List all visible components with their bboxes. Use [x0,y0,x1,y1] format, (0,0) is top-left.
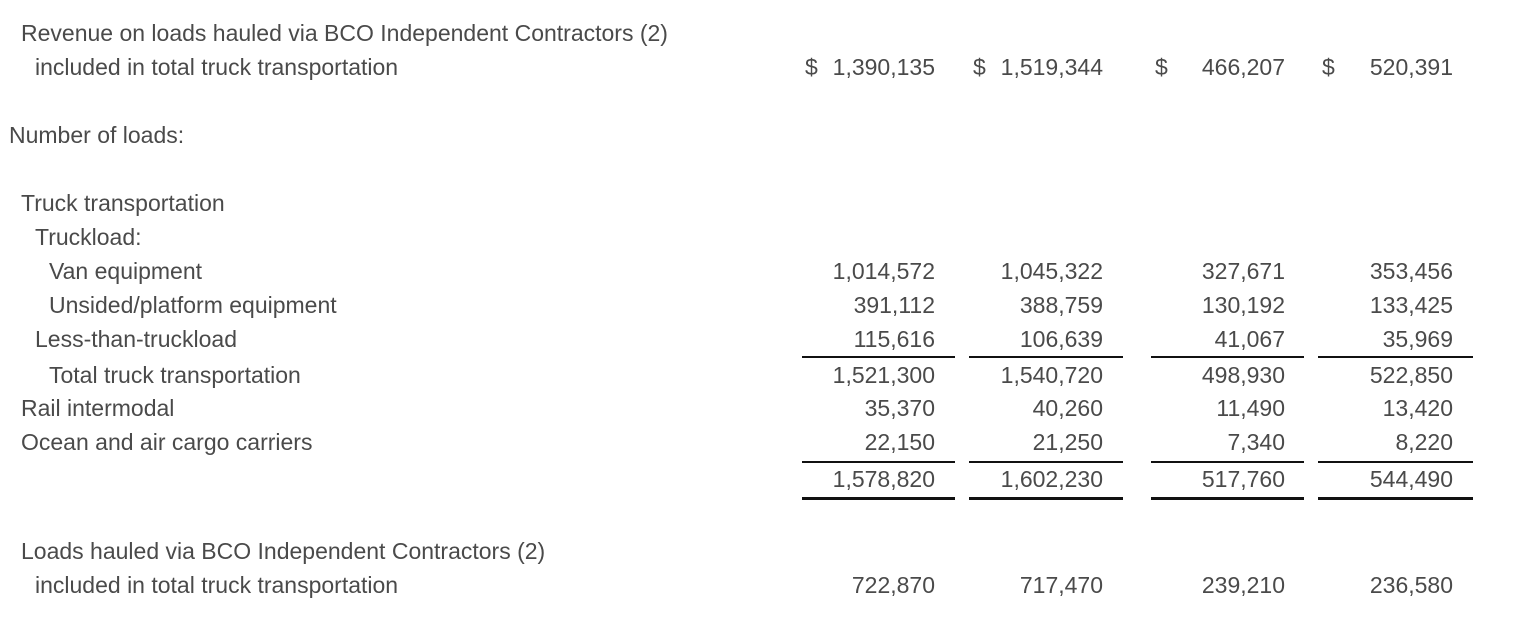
grand-total-underline [1318,497,1473,500]
truckload-label: Truckload: [35,224,142,250]
total-rule [1318,461,1473,463]
subtotal-rule [802,356,955,358]
ocean-air-cargo-label: Ocean and air cargo carriers [21,429,313,455]
grand-total-value-col1: 1,578,820 [832,466,935,492]
loads-bco-label-line1: Loads hauled via BCO Independent Contrac… [21,538,546,564]
van-equipment-value-col4: 353,456 [1369,258,1453,284]
total-truck-transportation-label: Total truck transportation [49,362,301,388]
less-than-truckload-value-col1: 115,616 [853,326,935,352]
subtotal-rule [1151,356,1304,358]
subtotal-rule [969,356,1123,358]
revenue-bco-value-col2: 1,519,344 [1000,54,1103,80]
revenue-bco-label-line1: Revenue on loads hauled via BCO Independ… [21,20,668,46]
unsided-platform-value-col3: 130,192 [1201,292,1285,318]
ocean-air-cargo-value-col4: 8,220 [1395,429,1453,455]
total-truck-value-col1: 1,521,300 [832,362,935,388]
currency-symbol: $ [805,54,818,80]
currency-symbol: $ [1155,54,1168,80]
number-of-loads-heading: Number of loads: [9,122,185,148]
rail-intermodal-value-col3: 11,490 [1216,395,1285,421]
total-rule [969,461,1123,463]
rail-intermodal-value-col2: 40,260 [1032,395,1103,421]
rail-intermodal-label: Rail intermodal [21,395,175,421]
unsided-platform-value-col4: 133,425 [1369,292,1453,318]
unsided-platform-value-col1: 391,112 [853,292,935,318]
loads-bco-value-col3: 239,210 [1201,572,1285,598]
less-than-truckload-label: Less-than-truckload [35,326,237,352]
currency-symbol: $ [1322,54,1335,80]
less-than-truckload-value-col3: 41,067 [1214,326,1285,352]
revenue-bco-label-line2: included in total truck transportation [35,54,399,80]
revenue-bco-value-col3: 466,207 [1201,54,1285,80]
loads-bco-label-line2: included in total truck transportation [35,572,399,598]
unsided-platform-value-col2: 388,759 [1019,292,1103,318]
total-truck-value-col4: 522,850 [1369,362,1453,388]
van-equipment-value-col1: 1,014,572 [832,258,935,284]
less-than-truckload-value-col4: 35,969 [1382,326,1453,352]
total-rule [1151,461,1304,463]
revenue-bco-value-col4: 520,391 [1369,54,1453,80]
less-than-truckload-value-col2: 106,639 [1019,326,1103,352]
grand-total-underline [1151,497,1304,500]
van-equipment-label: Van equipment [49,258,203,284]
truck-transportation-label: Truck transportation [21,190,225,216]
grand-total-value-col3: 517,760 [1201,466,1285,492]
van-equipment-value-col2: 1,045,322 [1000,258,1103,284]
loads-bco-value-col2: 717,470 [1019,572,1103,598]
grand-total-value-col2: 1,602,230 [1000,466,1103,492]
loads-bco-value-col1: 722,870 [851,572,935,598]
ocean-air-cargo-value-col1: 22,150 [864,429,935,455]
unsided-platform-label: Unsided/platform equipment [49,292,337,318]
total-truck-value-col2: 1,540,720 [1000,362,1103,388]
van-equipment-value-col3: 327,671 [1201,258,1285,284]
loads-bco-value-col4: 236,580 [1369,572,1453,598]
grand-total-value-col4: 544,490 [1369,466,1453,492]
ocean-air-cargo-value-col3: 7,340 [1227,429,1285,455]
grand-total-underline [802,497,955,500]
revenue-bco-value-col1: 1,390,135 [832,54,935,80]
total-rule [802,461,955,463]
ocean-air-cargo-value-col2: 21,250 [1032,429,1103,455]
grand-total-underline [969,497,1123,500]
currency-symbol: $ [973,54,986,80]
subtotal-rule [1318,356,1473,358]
total-truck-value-col3: 498,930 [1201,362,1285,388]
rail-intermodal-value-col4: 13,420 [1382,395,1453,421]
rail-intermodal-value-col1: 35,370 [864,395,935,421]
